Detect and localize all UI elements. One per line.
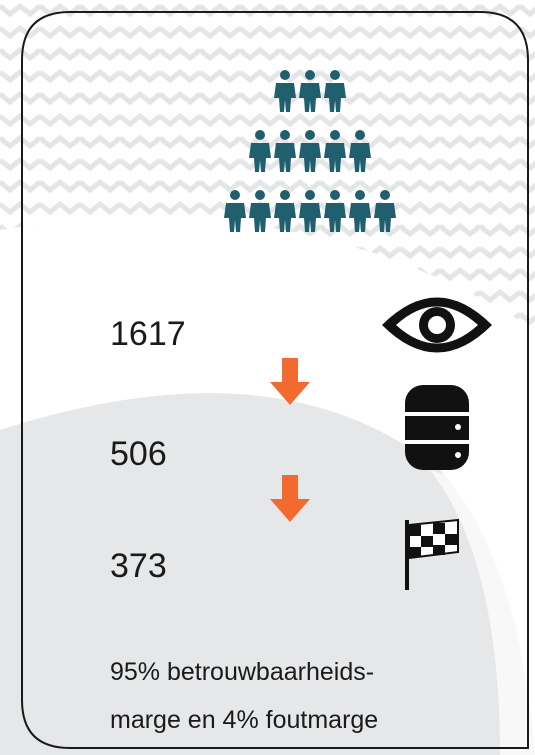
- footnote-line: 95% betrouwbaarheids-: [110, 658, 374, 686]
- stat-value: 1617: [110, 315, 186, 353]
- database-icon: [405, 385, 469, 470]
- footnote-line: marge en 4% foutmarge: [110, 706, 378, 734]
- arrow-down: [270, 475, 310, 522]
- curve-shape: [0, 393, 535, 755]
- eye-icon: [382, 297, 492, 353]
- curve-highlight: [430, 470, 535, 755]
- stat-value: 506: [110, 435, 167, 473]
- zigzag-pattern: [0, 0, 535, 330]
- flag-icon: [405, 518, 459, 590]
- arrow-down: [270, 358, 310, 405]
- frame: [21, 11, 529, 749]
- stat-value: 373: [110, 547, 167, 585]
